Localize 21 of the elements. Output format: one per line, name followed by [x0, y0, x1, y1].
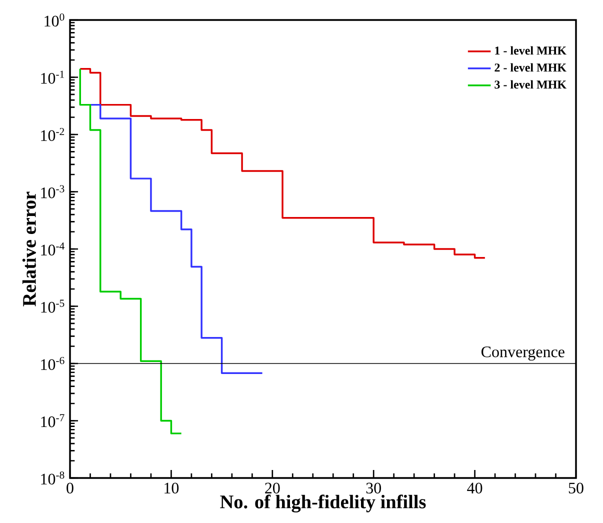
y-tick-label: 10$^{-2}$ [41, 128, 64, 141]
x-tick-label: 10 [164, 482, 179, 494]
y-axis-title: Relative error [22, 192, 36, 306]
y-tick-label: 10$^{-7}$ [41, 414, 64, 428]
x-axis-title: No. of high-fidelity infills [220, 494, 426, 512]
x-tick-label: 30 [366, 482, 381, 494]
y-tick-label: 10$^{0}$ [44, 13, 64, 27]
y-tick-label: 10$^{-1}$ [41, 70, 64, 84]
legend-label: 3 - level MHK [494, 80, 566, 89]
ref-line-label: Convergence [481, 346, 564, 361]
y-tick-label: 10$^{-5}$ [41, 300, 64, 313]
x-tick-label: 0 [66, 482, 74, 494]
y-tick-label: 10$^{-6}$ [41, 356, 64, 370]
x-tick-label: 40 [467, 482, 482, 494]
y-tick-label: 10$^{-4}$ [41, 242, 64, 256]
y-tick-label: 10$^{-3}$ [41, 185, 64, 198]
x-tick-label: 20 [265, 482, 280, 494]
legend-label: 2 - level MHK [494, 63, 566, 72]
x-tick-label: 50 [568, 482, 584, 494]
legend-label: 1 - level MHK [495, 46, 566, 55]
y-tick-label: 10$^{-8}$ [41, 471, 64, 485]
